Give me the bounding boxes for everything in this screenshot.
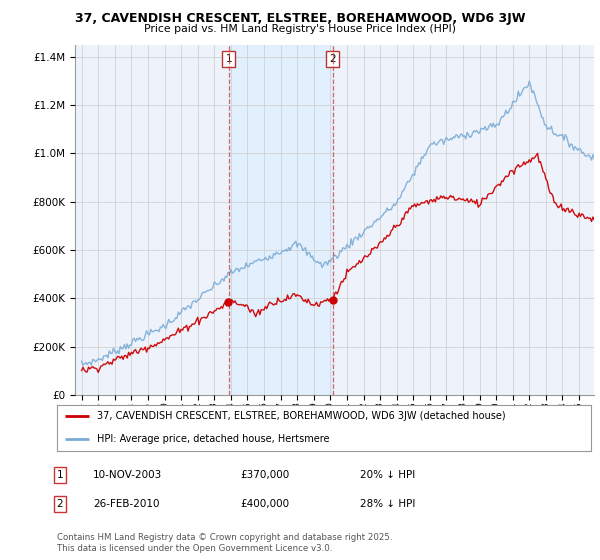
Text: 2: 2 [56,499,64,509]
Text: 28% ↓ HPI: 28% ↓ HPI [360,499,415,509]
Text: Price paid vs. HM Land Registry's House Price Index (HPI): Price paid vs. HM Land Registry's House … [144,24,456,34]
Text: £370,000: £370,000 [240,470,289,480]
Text: 2: 2 [329,54,336,64]
Text: 1: 1 [56,470,64,480]
Text: 20% ↓ HPI: 20% ↓ HPI [360,470,415,480]
Text: 26-FEB-2010: 26-FEB-2010 [93,499,160,509]
Text: 37, CAVENDISH CRESCENT, ELSTREE, BOREHAMWOOD, WD6 3JW (detached house): 37, CAVENDISH CRESCENT, ELSTREE, BOREHAM… [97,412,506,421]
Text: £400,000: £400,000 [240,499,289,509]
Text: 37, CAVENDISH CRESCENT, ELSTREE, BOREHAMWOOD, WD6 3JW: 37, CAVENDISH CRESCENT, ELSTREE, BOREHAM… [75,12,525,25]
Text: 1: 1 [226,54,232,64]
Bar [229,45,333,395]
Text: Contains HM Land Registry data © Crown copyright and database right 2025.
This d: Contains HM Land Registry data © Crown c… [57,533,392,553]
Text: HPI: Average price, detached house, Hertsmere: HPI: Average price, detached house, Hert… [97,435,329,444]
Text: 10-NOV-2003: 10-NOV-2003 [93,470,162,480]
